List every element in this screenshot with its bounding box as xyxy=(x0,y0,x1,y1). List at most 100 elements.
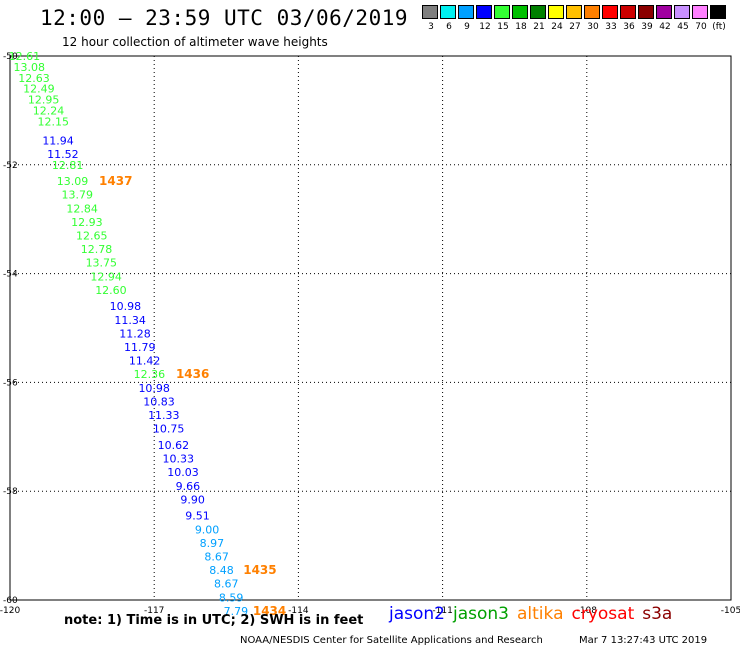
wave-height-label: 13.79 xyxy=(62,189,94,202)
lon-tick-label: -111 xyxy=(432,606,452,616)
legend-label: 30 xyxy=(587,22,599,32)
satellite-altika: altika xyxy=(517,604,564,624)
legend-swatch xyxy=(512,5,528,19)
legend-swatch xyxy=(710,5,726,19)
wave-height-label: 12.93 xyxy=(71,216,103,229)
wave-height-label: 12.95 xyxy=(28,94,60,107)
wave-height-label: 12.49 xyxy=(23,83,55,96)
wave-height-label: 11.94 xyxy=(42,134,74,147)
legend-swatch xyxy=(602,5,618,19)
footer-timestamp: Mar 7 13:27:43 UTC 2019 xyxy=(579,635,708,646)
satellite-legend: jason2 jason3 altika cryosat s3a xyxy=(389,604,680,624)
lon-tick-label: -117 xyxy=(144,606,164,616)
wave-height-label: 10.98 xyxy=(110,300,142,313)
legend-label: 33 xyxy=(605,22,617,32)
note-text: note: 1) Time is in UTC; 2) SWH is in fe… xyxy=(64,613,364,628)
wave-height-label: 11.52 xyxy=(47,148,79,161)
wave-height-label: 12.61 xyxy=(9,50,41,63)
footer-credit: NOAA/NESDIS Center for Satellite Applica… xyxy=(240,635,543,646)
wave-height-label: 11.42 xyxy=(129,355,161,368)
satellite-jason3: jason3 xyxy=(453,604,509,624)
wave-height-label: 8.59 xyxy=(219,591,244,604)
legend-label: 9 xyxy=(464,22,470,32)
legend-swatch xyxy=(494,5,510,19)
satellite-s3a: s3a xyxy=(642,604,673,624)
legend-swatch xyxy=(440,5,456,19)
wave-height-label: 7.79 xyxy=(224,605,249,618)
wave-height-label: 10.75 xyxy=(153,423,185,436)
legend-label: 15 xyxy=(497,22,509,32)
legend-swatch xyxy=(638,5,654,19)
wave-height-label: 11.28 xyxy=(119,327,151,340)
lon-tick-label: -108 xyxy=(577,606,598,616)
lon-tick-label: -105 xyxy=(721,606,740,616)
page-title: 12:00 – 23:59 UTC 03/06/2019 xyxy=(40,6,409,30)
satellite-jason2: jason2 xyxy=(389,604,445,624)
wave-height-label: 10.03 xyxy=(167,466,199,479)
lat-tick-label: -60 xyxy=(3,596,18,606)
pass-time-label: 1434 xyxy=(253,604,286,618)
legend-swatch xyxy=(566,5,582,19)
wave-height-label: 10.62 xyxy=(158,439,190,452)
satellite-cryosat: cryosat xyxy=(571,604,635,624)
legend-swatch xyxy=(530,5,546,19)
wave-height-label: 11.33 xyxy=(148,409,180,422)
wave-height-label: 12.78 xyxy=(81,243,113,256)
wave-height-label: 12.65 xyxy=(76,230,108,243)
map-frame xyxy=(9,55,732,601)
page-subtitle: 12 hour collection of altimeter wave hei… xyxy=(62,35,328,49)
wave-height-label: 12.15 xyxy=(38,115,70,128)
wave-height-label: 10.33 xyxy=(162,453,194,466)
wave-height-label: 12.84 xyxy=(66,202,98,215)
legend-swatch xyxy=(584,5,600,19)
lat-tick-label: -56 xyxy=(3,378,18,388)
wave-height-label: 12.60 xyxy=(95,284,127,297)
pass-time-label: 1435 xyxy=(243,563,276,577)
legend-swatch xyxy=(476,5,492,19)
wave-height-label: 11.34 xyxy=(114,314,146,327)
lat-tick-label: -50 xyxy=(3,52,18,62)
legend-swatch xyxy=(656,5,672,19)
lat-tick-label: -52 xyxy=(3,161,18,171)
legend-swatch xyxy=(620,5,636,19)
legend-label: 39 xyxy=(641,22,653,32)
legend-label: 42 xyxy=(659,22,671,32)
wave-height-label: 12.36 xyxy=(134,368,166,381)
legend-label: 24 xyxy=(551,22,563,32)
lon-tick-label: -120 xyxy=(0,606,20,616)
wave-height-label: 12.94 xyxy=(90,270,122,283)
legend-label: 6 xyxy=(446,22,452,32)
legend-swatch xyxy=(674,5,690,19)
legend-label: (ft) xyxy=(712,22,726,32)
wave-height-label: 11.79 xyxy=(124,341,156,354)
wave-height-label: 8.67 xyxy=(204,550,229,563)
legend-label: 27 xyxy=(569,22,581,32)
legend-label: 12 xyxy=(479,22,491,32)
legend-swatch xyxy=(458,5,474,19)
wave-height-label: 13.08 xyxy=(13,61,45,74)
legend-label: 18 xyxy=(515,22,527,32)
lat-tick-label: -54 xyxy=(3,270,18,280)
wave-height-label: 8.97 xyxy=(200,537,225,550)
legend-swatch xyxy=(422,5,438,19)
wave-height-label: 8.48 xyxy=(209,564,234,577)
wave-height-label: 12.81 xyxy=(52,159,84,172)
wave-height-label: 8.67 xyxy=(214,578,239,591)
legend-label: 70 xyxy=(695,22,707,32)
legend-swatch xyxy=(692,5,708,19)
legend-label: 36 xyxy=(623,22,635,32)
wave-height-label: 10.83 xyxy=(143,395,175,408)
wave-height-label: 9.51 xyxy=(185,510,210,523)
pass-time-label: 1436 xyxy=(176,367,209,381)
wave-height-label: 12.24 xyxy=(33,104,65,117)
legend-swatch xyxy=(548,5,564,19)
legend-label: 3 xyxy=(428,22,434,32)
legend-label: 21 xyxy=(533,22,545,32)
wave-height-label: 12.63 xyxy=(18,72,50,85)
legend-label: 45 xyxy=(677,22,689,32)
pass-time-label: 1437 xyxy=(99,174,132,188)
wave-height-label: 10.98 xyxy=(138,382,170,395)
wave-height-label: 13.75 xyxy=(86,257,118,270)
wave-height-label: 9.90 xyxy=(180,493,205,506)
